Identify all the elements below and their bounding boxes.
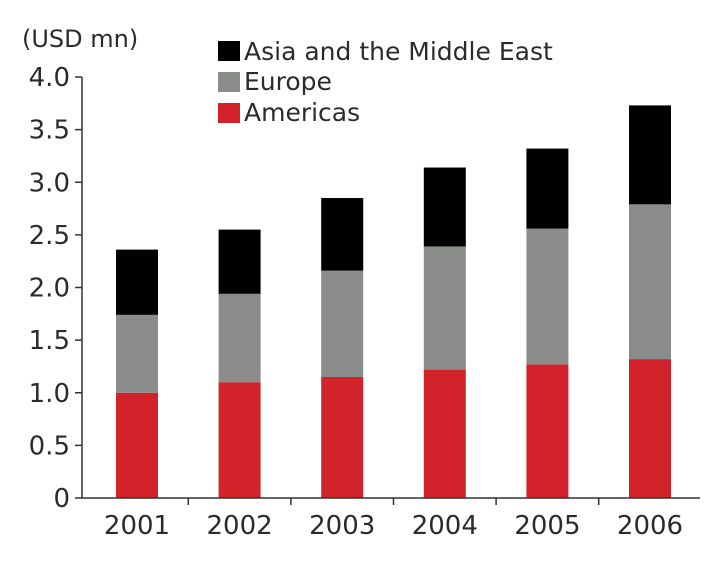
legend: Asia and the Middle East Europe Americas <box>218 37 553 127</box>
bar-segment-americas-2001 <box>116 392 158 498</box>
bar-segment-europe-2003 <box>321 270 364 377</box>
y-axis: 0 0.5 1.0 1.5 2.0 2.5 3.0 3.5 4.0 <box>29 63 83 514</box>
bar-segment-europe-2002 <box>218 293 261 383</box>
y-tick-label: 3.0 <box>29 168 70 198</box>
bar-segment-europe-2004 <box>423 246 466 370</box>
y-tick-label: 0.5 <box>29 431 70 461</box>
legend-item-americas: Americas <box>218 98 360 127</box>
legend-swatch-asia <box>218 41 240 61</box>
legend-label-asia: Asia and the Middle East <box>244 37 553 66</box>
legend-item-asia: Asia and the Middle East <box>218 37 553 66</box>
bars <box>116 105 671 498</box>
y-tick-label: 1.0 <box>29 379 70 409</box>
x-axis: 2001 2002 2003 2004 2005 2006 <box>82 497 700 541</box>
legend-label-europe: Europe <box>244 67 332 96</box>
y-tick-label: 2.5 <box>29 221 70 251</box>
bar-segment-europe-2005 <box>526 228 569 365</box>
bar-segment-asia-and-the-middle-east-2005 <box>526 148 569 229</box>
bar-segment-europe-2006 <box>629 204 671 360</box>
y-tick-label: 1.5 <box>29 326 70 356</box>
legend-swatch-europe <box>218 72 240 92</box>
bar-segment-asia-and-the-middle-east-2006 <box>629 105 671 205</box>
legend-label-americas: Americas <box>244 98 360 127</box>
bar-segment-americas-2005 <box>526 364 569 498</box>
x-tick-label: 2004 <box>412 511 478 541</box>
y-tick-label: 2.0 <box>29 274 70 304</box>
x-tick-label: 2003 <box>309 511 375 541</box>
bar-segment-americas-2003 <box>321 376 364 498</box>
bar-segment-americas-2006 <box>629 359 671 498</box>
x-tick-label: 2006 <box>617 511 683 541</box>
x-tick-label: 2002 <box>207 511 273 541</box>
legend-swatch-americas <box>218 103 240 123</box>
x-tick-label: 2005 <box>514 511 580 541</box>
bar-segment-asia-and-the-middle-east-2002 <box>218 229 261 294</box>
y-tick-label: 4.0 <box>29 63 70 93</box>
y-tick-label: 0 <box>53 484 70 514</box>
y-axis-unit-label: (USD mn) <box>22 25 138 53</box>
y-tick-label: 3.5 <box>29 116 70 146</box>
bar-segment-europe-2001 <box>116 314 158 393</box>
x-tick-label: 2001 <box>104 511 170 541</box>
bar-segment-asia-and-the-middle-east-2003 <box>321 198 364 271</box>
bar-segment-asia-and-the-middle-east-2001 <box>116 249 158 315</box>
legend-item-europe: Europe <box>218 67 332 96</box>
bar-segment-americas-2004 <box>423 369 466 498</box>
bar-segment-americas-2002 <box>218 382 261 498</box>
bar-segment-asia-and-the-middle-east-2004 <box>423 167 466 247</box>
